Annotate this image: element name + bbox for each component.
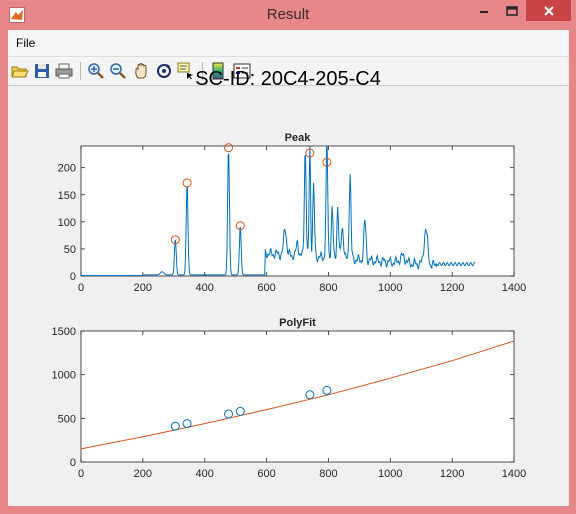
print-icon[interactable] [54, 61, 74, 81]
x-tick-label: 1200 [440, 282, 464, 294]
peak-marker [305, 148, 315, 158]
x-tick-label: 0 [78, 468, 84, 480]
x-tick-label: 1200 [440, 468, 464, 480]
open-icon[interactable] [10, 61, 30, 81]
minimize-button[interactable] [470, 0, 497, 21]
axes-title: Peak [285, 132, 312, 144]
peak-marker [182, 178, 192, 188]
y-tick-label: 150 [58, 190, 76, 202]
x-tick-label: 1400 [502, 282, 526, 294]
window-title: Result [266, 6, 310, 23]
peak-marker [170, 235, 180, 245]
y-tick-label: 50 [64, 244, 76, 256]
maximize-button[interactable] [498, 0, 525, 21]
peak-marker [224, 143, 234, 153]
x-tick-label: 1400 [502, 468, 526, 480]
x-tick-label: 200 [134, 468, 152, 480]
x-tick-label: 400 [196, 468, 214, 480]
data-point [235, 406, 245, 416]
matlab-icon [9, 7, 25, 23]
close-button[interactable] [526, 0, 571, 21]
x-tick-label: 400 [196, 282, 214, 294]
data-point [182, 419, 192, 429]
colorbar-icon[interactable] [208, 61, 228, 81]
y-tick-label: 1000 [52, 370, 76, 382]
toolbar-separator [80, 62, 81, 80]
y-tick-label: 0 [70, 271, 76, 283]
rotate-icon[interactable] [154, 61, 174, 81]
y-tick-label: 500 [58, 413, 76, 425]
axes-box [80, 330, 515, 463]
toolbar [8, 57, 569, 86]
axes-title: PolyFit [279, 317, 316, 329]
y-tick-label: 1500 [52, 326, 76, 338]
x-tick-label: 800 [319, 468, 337, 480]
menu-file[interactable]: File [16, 36, 36, 50]
zoom-in-icon[interactable] [86, 61, 106, 81]
title-bar[interactable]: Result [0, 0, 576, 30]
x-tick-label: 1000 [378, 282, 402, 294]
pan-icon[interactable] [132, 61, 152, 81]
zoom-out-icon[interactable] [108, 61, 128, 81]
data-point [224, 409, 234, 419]
x-tick-label: 0 [78, 282, 84, 294]
data-cursor-icon[interactable] [176, 61, 196, 81]
legend-icon[interactable] [232, 61, 252, 81]
peak-marker [235, 221, 245, 231]
data-point [305, 390, 315, 400]
figure-title: SC-ID: 20C4-205-C4 [195, 68, 381, 90]
save-icon[interactable] [32, 61, 52, 81]
spectrum-line [81, 145, 476, 276]
peak-marker [322, 157, 332, 167]
toolbar-separator [202, 62, 203, 80]
y-tick-label: 200 [58, 163, 76, 175]
x-tick-label: 600 [257, 468, 275, 480]
x-tick-label: 800 [319, 282, 337, 294]
data-point [170, 421, 180, 431]
axes-box [80, 145, 515, 277]
menu-bar: File [8, 30, 569, 57]
y-tick-label: 100 [58, 217, 76, 229]
fit-line [80, 340, 515, 450]
x-tick-label: 1000 [378, 468, 402, 480]
y-tick-label: 0 [70, 457, 76, 469]
x-tick-label: 200 [134, 282, 152, 294]
data-point [322, 385, 332, 395]
x-tick-label: 600 [257, 282, 275, 294]
